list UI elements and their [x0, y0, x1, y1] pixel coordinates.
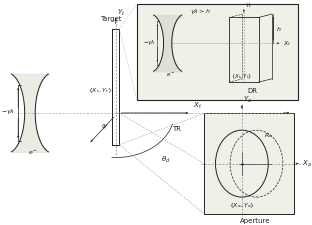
- Text: $X_a$: $X_a$: [303, 159, 312, 169]
- Text: $\{X_t, Y_t\}$: $\{X_t, Y_t\}$: [88, 86, 112, 95]
- Text: Target: Target: [100, 16, 121, 22]
- Text: $R_a$: $R_a$: [264, 131, 273, 140]
- Bar: [204, 113, 294, 214]
- Text: $Y_a$: $Y_a$: [243, 95, 252, 105]
- Text: $\{X_t, Y_t\}$: $\{X_t, Y_t\}$: [231, 72, 252, 81]
- Text: $\gamma\lambda > h$: $\gamma\lambda > h$: [190, 7, 210, 16]
- Bar: [137, 4, 298, 100]
- Text: $Y_t$: $Y_t$: [117, 8, 125, 18]
- Text: $e^-$: $e^-$: [28, 149, 38, 157]
- Text: $h$: $h$: [276, 25, 282, 33]
- Text: $Y_t$: $Y_t$: [245, 1, 253, 10]
- Text: $\{X_a, Y_a\}$: $\{X_a, Y_a\}$: [229, 202, 255, 211]
- Text: $-\gamma\lambda$: $-\gamma\lambda$: [1, 107, 15, 116]
- Text: $\psi$: $\psi$: [101, 122, 108, 131]
- Text: $\theta_d$: $\theta_d$: [161, 155, 170, 165]
- Text: DR: DR: [247, 88, 257, 94]
- Text: $X_t$: $X_t$: [193, 101, 202, 111]
- Text: $e^-$: $e^-$: [166, 71, 175, 79]
- Text: TR: TR: [172, 126, 181, 132]
- Text: Aperture: Aperture: [240, 218, 270, 224]
- Text: $X_t$: $X_t$: [283, 39, 291, 47]
- Text: $-\gamma\lambda$: $-\gamma\lambda$: [144, 38, 156, 47]
